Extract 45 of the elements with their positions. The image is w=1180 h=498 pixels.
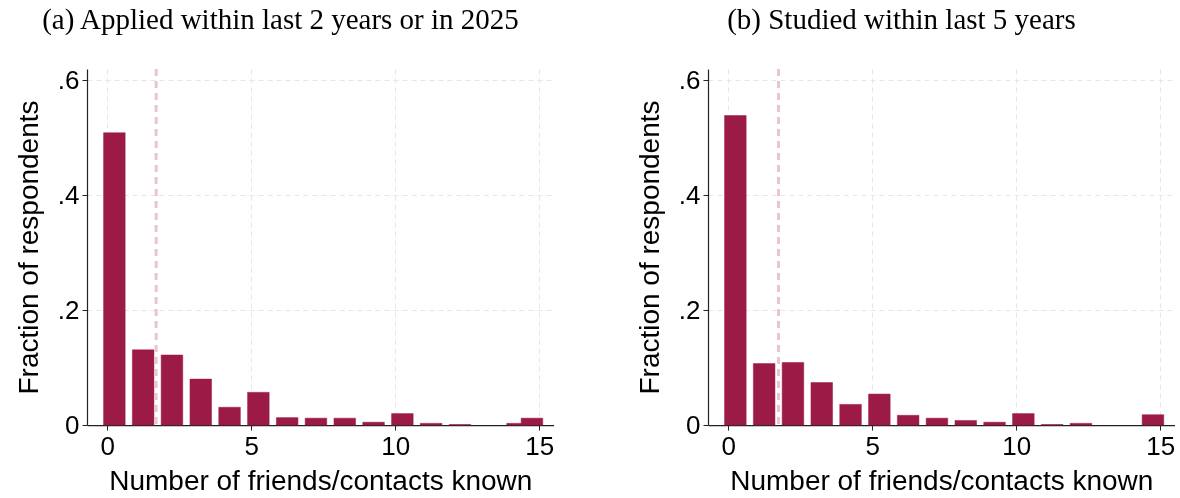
x-axis-title: Number of friends/contacts known — [730, 464, 1154, 496]
x-tick-label: 15 — [1146, 430, 1176, 461]
y-axis-title: Fraction of respondents — [12, 100, 44, 395]
chart-title: (a) Applied within last 2 years or in 2025 — [42, 3, 519, 37]
x-tick-label: 15 — [525, 430, 555, 461]
x-axis-title: Number of friends/contacts known — [109, 464, 533, 496]
x-tick-label: 10 — [1002, 430, 1032, 461]
bar — [218, 407, 241, 426]
y-tick-label: 0 — [686, 409, 701, 440]
bar — [362, 421, 385, 426]
bar — [810, 382, 833, 426]
y-tick-label: .2 — [678, 294, 701, 325]
bar — [781, 362, 805, 426]
y-tick-label: .4 — [57, 179, 80, 210]
chart-title: (b) Studied within last 5 years — [727, 3, 1076, 37]
bar — [897, 415, 920, 426]
bar — [868, 393, 891, 426]
bar — [160, 354, 184, 426]
bar — [925, 417, 949, 426]
x-tick-label: 10 — [381, 430, 411, 461]
y-tick-label: .6 — [678, 64, 701, 95]
x-tick-label: 0 — [721, 430, 736, 461]
bar — [983, 421, 1006, 426]
bar — [333, 417, 356, 426]
x-tick-label: 5 — [244, 430, 259, 461]
bar — [1012, 413, 1035, 426]
bar — [247, 392, 270, 426]
bar — [132, 349, 155, 426]
y-axis-title: Fraction of respondents — [633, 100, 665, 395]
bar — [276, 417, 299, 426]
bar — [954, 420, 977, 426]
y-tick-label: .2 — [57, 294, 80, 325]
x-tick-label: 5 — [865, 430, 880, 461]
bar — [103, 132, 126, 426]
y-tick-label: .6 — [57, 64, 80, 95]
bar — [1141, 414, 1165, 426]
bar — [724, 115, 747, 426]
bar — [839, 404, 862, 426]
x-tick-label: 0 — [100, 430, 115, 461]
bar — [391, 413, 414, 426]
bar — [304, 417, 328, 426]
y-tick-label: .4 — [678, 179, 701, 210]
bar — [189, 378, 212, 426]
y-tick-label: 0 — [65, 409, 80, 440]
bar — [753, 363, 776, 426]
